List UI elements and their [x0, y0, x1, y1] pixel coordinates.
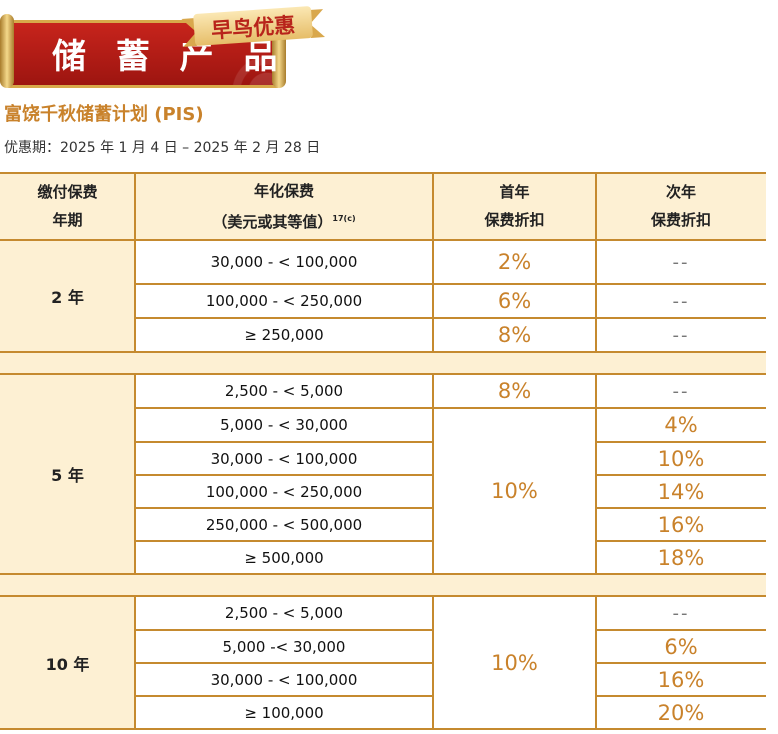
range-cell: 2,500 - < 5,000 — [135, 374, 433, 408]
table-rule — [135, 407, 766, 409]
banner-title: 储 蓄 产 品 — [52, 37, 287, 77]
range-cell: 5,000 -< 30,000 — [135, 630, 433, 663]
table-rule — [135, 283, 766, 285]
range-cell: 100,000 - < 250,000 — [135, 284, 433, 318]
range-cell: 30,000 - < 100,000 — [135, 663, 433, 696]
term-5-years: 5 年 — [0, 374, 135, 574]
second-year-discount: 6% — [596, 630, 766, 663]
header-premium-line1: 年化保费 — [253, 181, 314, 200]
first-year-discount: 6% — [433, 284, 596, 318]
second-year-discount: 14% — [596, 475, 766, 508]
table-rule — [134, 596, 136, 730]
range-cell: ≥ 250,000 — [135, 318, 433, 352]
table-rule — [595, 374, 597, 574]
table-rule — [432, 596, 434, 730]
footnote-ref: 17(c) — [332, 213, 356, 223]
header-premium: 年化保费 （美元或其等值）17(c) — [135, 172, 433, 240]
range-cell: 5,000 - < 30,000 — [135, 408, 433, 442]
table-rule — [0, 351, 766, 353]
second-year-discount: -- — [596, 284, 766, 318]
offer-period: 优惠期：2025 年 1 月 4 日 – 2025 年 2 月 28 日 — [4, 140, 321, 156]
second-year-discount: -- — [596, 240, 766, 284]
table-rule — [0, 172, 766, 174]
table-rule — [0, 573, 766, 575]
table-rule — [0, 728, 766, 730]
range-cell: 2,500 - < 5,000 — [135, 596, 433, 630]
table-rule — [135, 662, 433, 664]
table-rule — [432, 172, 434, 352]
first-year-discount: 8% — [433, 374, 596, 408]
table-rule — [135, 540, 433, 542]
second-year-discount: 18% — [596, 541, 766, 574]
table-rule — [596, 695, 766, 697]
table-rule — [135, 695, 433, 697]
table-rule — [135, 441, 433, 443]
plan-title: 富饶千秋储蓄计划 (PIS) — [4, 104, 204, 125]
second-year-discount: 16% — [596, 663, 766, 696]
table-rule — [595, 172, 597, 352]
second-year-discount: 20% — [596, 696, 766, 730]
table-rule — [134, 172, 136, 352]
table-rule — [596, 507, 766, 509]
first-year-discount: 2% — [433, 240, 596, 284]
table-rule — [596, 441, 766, 443]
row-spacer — [0, 574, 766, 596]
second-year-discount: 4% — [596, 408, 766, 442]
header-premium-unit: （美元或其等值） — [212, 212, 333, 231]
range-cell: ≥ 100,000 — [135, 696, 433, 730]
promo-banner: 储 蓄 产 品 早鸟优惠 — [0, 0, 335, 98]
table-rule — [135, 507, 433, 509]
range-cell: 100,000 - < 250,000 — [135, 475, 433, 508]
table-rule — [135, 474, 433, 476]
header-term-line1: 缴付保费 — [37, 183, 98, 201]
header-second-year: 次年 保费折扣 — [596, 172, 766, 240]
header-second-line2: 保费折扣 — [650, 211, 711, 229]
range-cell: 30,000 - < 100,000 — [135, 442, 433, 475]
table-rule — [432, 374, 434, 574]
first-year-discount-merged: 10% — [433, 596, 596, 730]
second-year-discount: -- — [596, 374, 766, 408]
table-rule — [596, 662, 766, 664]
second-year-discount: -- — [596, 596, 766, 630]
second-year-discount: 16% — [596, 508, 766, 541]
discount-table: 缴付保费 年期 年化保费 （美元或其等值）17(c) 首年 保费折扣 次年 保费… — [0, 172, 766, 730]
early-bird-ribbon: 早鸟优惠 — [179, 0, 328, 51]
header-first-line1: 首年 — [499, 183, 530, 201]
row-spacer — [0, 352, 766, 374]
second-year-discount: 10% — [596, 442, 766, 475]
table-rule — [596, 629, 766, 631]
second-year-discount: -- — [596, 318, 766, 352]
range-cell: ≥ 500,000 — [135, 541, 433, 574]
header-second-line1: 次年 — [665, 183, 696, 201]
table-rule — [596, 540, 766, 542]
table-rule — [0, 373, 766, 375]
header-first-year: 首年 保费折扣 — [433, 172, 596, 240]
table-rule — [596, 474, 766, 476]
first-year-discount-merged: 10% — [433, 408, 596, 574]
range-cell: 30,000 - < 100,000 — [135, 240, 433, 284]
header-term-line2: 年期 — [52, 211, 83, 229]
table-rule — [135, 317, 766, 319]
header-first-line2: 保费折扣 — [484, 211, 545, 229]
range-cell: 250,000 - < 500,000 — [135, 508, 433, 541]
term-2-years: 2 年 — [0, 240, 135, 352]
table-rule — [135, 629, 433, 631]
first-year-discount: 8% — [433, 318, 596, 352]
header-term: 缴付保费 年期 — [0, 172, 135, 240]
table-rule — [134, 374, 136, 574]
scroll-roll-left — [0, 14, 14, 88]
term-10-years: 10 年 — [0, 596, 135, 730]
table-rule — [0, 595, 766, 597]
table-rule — [595, 596, 597, 730]
table-rule — [0, 239, 766, 241]
header-premium-line2: （美元或其等值）17(c) — [212, 205, 355, 236]
